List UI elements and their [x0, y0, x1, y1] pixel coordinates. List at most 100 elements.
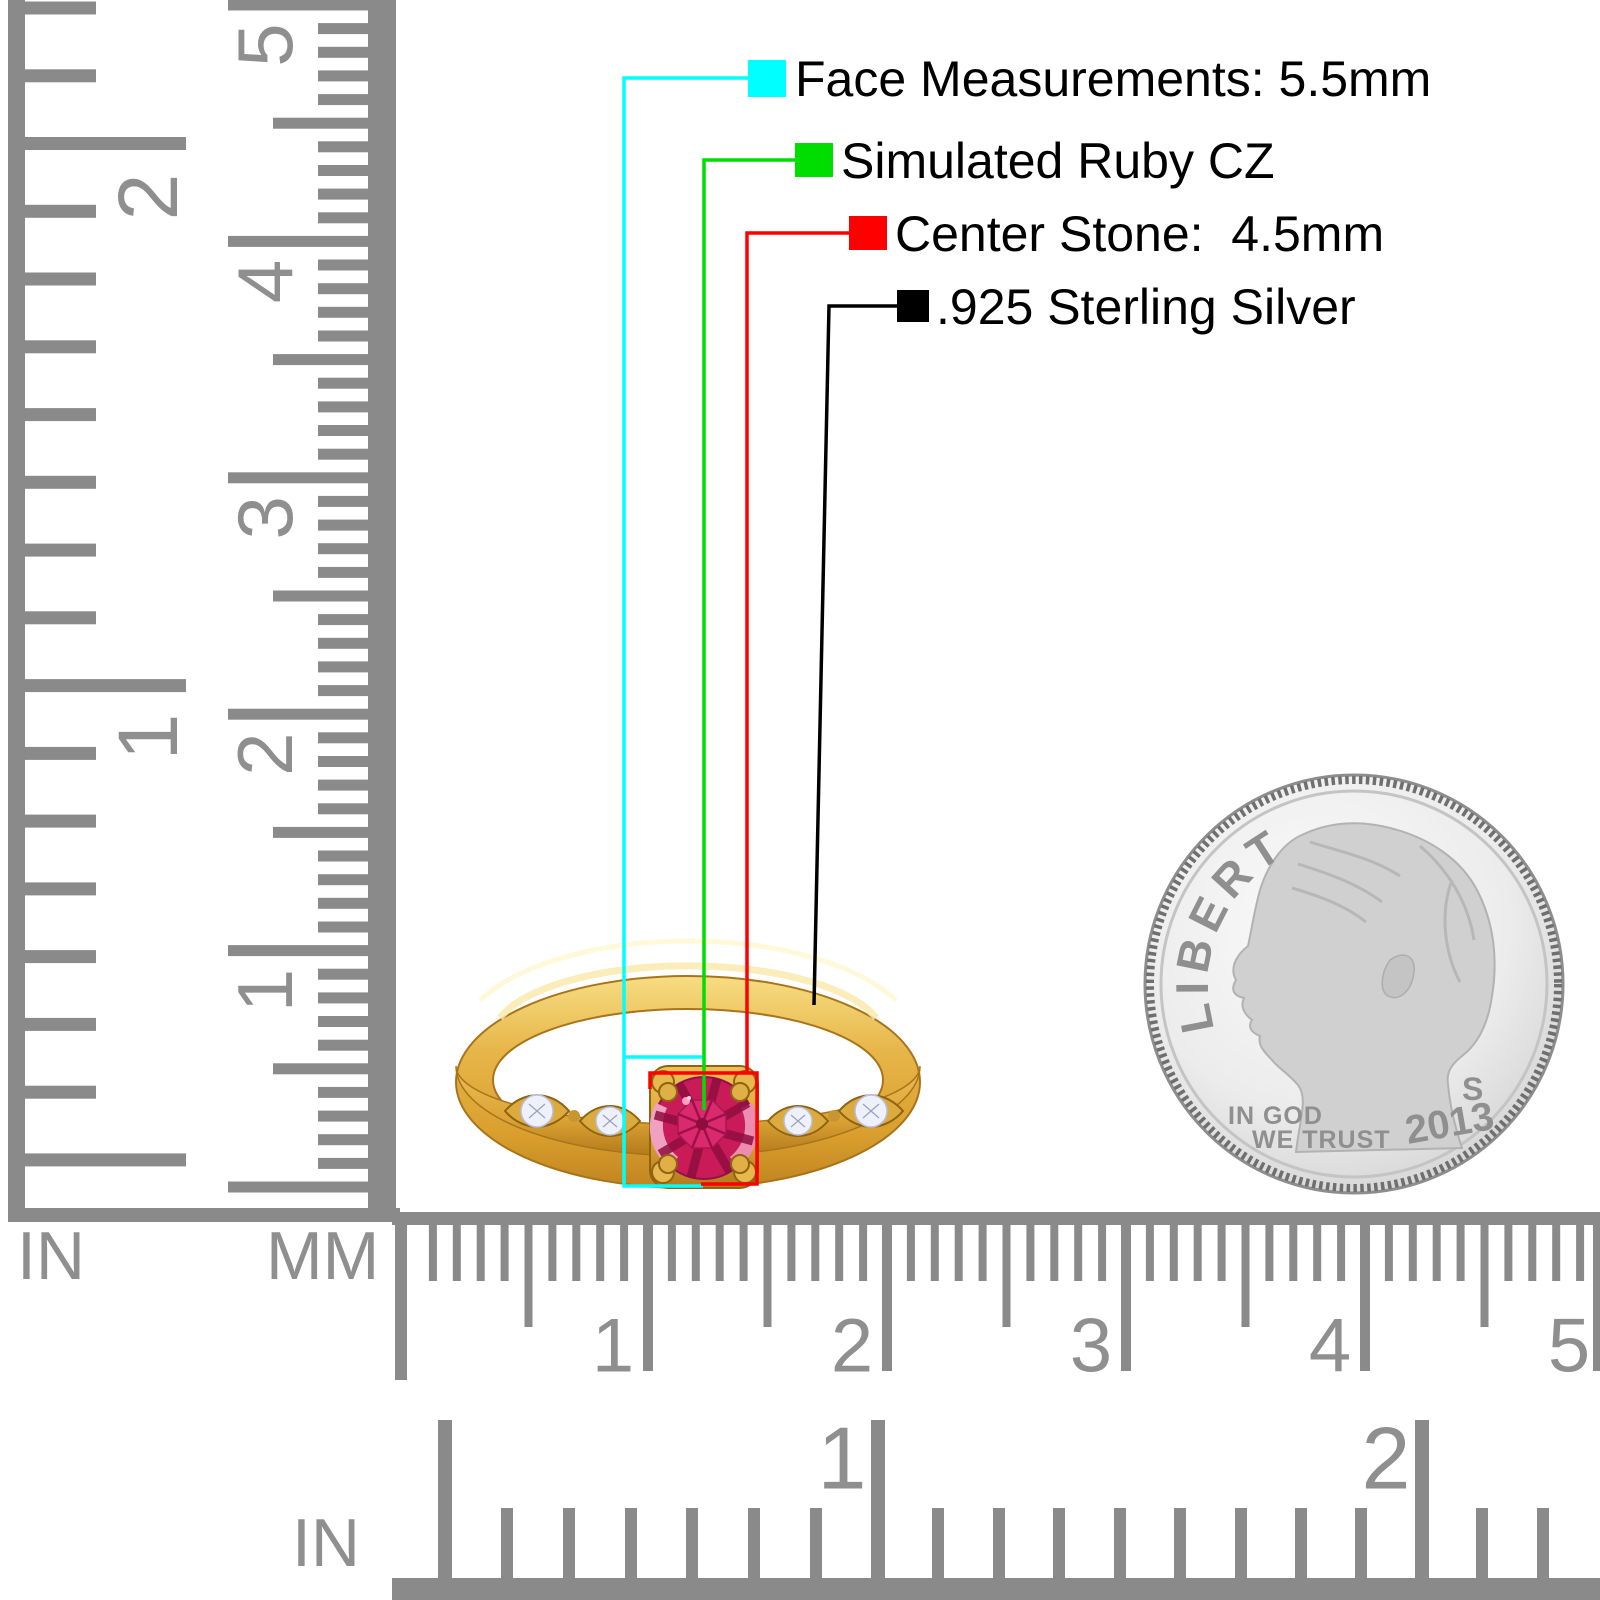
- left-mm-number: 2: [221, 733, 309, 776]
- center-stone-label: Center Stone: 4.5mm: [895, 206, 1384, 262]
- ruler-tick: [932, 1508, 944, 1578]
- ruler-tick: [318, 330, 368, 342]
- ruler-tick: [318, 1039, 368, 1051]
- stone-material-label: Simulated Ruby CZ: [841, 133, 1275, 189]
- ruler-tick: [318, 283, 368, 295]
- ruler-tick: [228, 235, 368, 247]
- portrait-ear: [1381, 954, 1415, 999]
- ruler-tick: [438, 1420, 452, 1578]
- ruler-tick: [1552, 1224, 1561, 1281]
- bottom-inch-number: 2: [1362, 1409, 1411, 1508]
- ruler-tick: [1576, 1224, 1585, 1281]
- ruler-tick: [643, 1224, 653, 1371]
- ruler-tick: [501, 1508, 513, 1578]
- face-measurement-line: [622, 76, 748, 1188]
- ruler-tick: [620, 1224, 629, 1281]
- ruler-tick: [318, 543, 368, 555]
- ring-band-sheen-outer: [478, 938, 898, 1002]
- ruler-tick: [625, 1508, 637, 1578]
- ruler-tick: [811, 1224, 820, 1281]
- ruler-tick: [1295, 1508, 1307, 1578]
- coin-mint-mark: S: [1462, 1071, 1483, 1107]
- bottom-mm-ruler-ticks: [428, 1224, 1600, 1371]
- ruler-tick: [318, 188, 368, 200]
- ruler-tick: [318, 23, 368, 35]
- bottom-inch-ruler-ticks: [438, 1420, 1549, 1578]
- ruler-tick: [1432, 1224, 1441, 1281]
- ruler-tick: [318, 661, 368, 673]
- annotations: [622, 76, 897, 1188]
- ruler-tick: [1145, 1224, 1154, 1281]
- ruler-tick: [318, 495, 368, 507]
- ruler-tick: [930, 1224, 939, 1281]
- ruler-tick: [24, 1085, 96, 1099]
- roosevelt-portrait: [1232, 822, 1496, 1154]
- ruler-tick: [1476, 1508, 1488, 1578]
- ruler-tick: [24, 340, 96, 354]
- ruler-tick: [572, 1224, 581, 1281]
- ruler-tick: [871, 1420, 885, 1578]
- ruler-tick: [318, 637, 368, 649]
- ruler-tick: [318, 968, 368, 980]
- bottom-mm-zero-tick: [395, 1212, 407, 1380]
- portrait-hair-lines: [1291, 840, 1476, 983]
- ruler-tick: [24, 1153, 186, 1167]
- ruler-tick: [1114, 1508, 1126, 1578]
- ruler-tick: [228, 472, 368, 484]
- center-stone-swatch: [849, 216, 887, 250]
- left-mm-number: 3: [221, 496, 309, 539]
- face-measurement-swatch: [748, 60, 786, 97]
- ruler-tick: [1241, 1224, 1250, 1327]
- ruler-tick: [318, 401, 368, 413]
- ruler-tick: [24, 137, 186, 150]
- ruler-tick: [24, 950, 96, 964]
- ruler-tick: [1050, 1224, 1059, 1281]
- ruler-tick: [1002, 1224, 1011, 1327]
- coin-motto-line2: WE TRUST: [1252, 1126, 1391, 1154]
- ruler-tick: [1528, 1224, 1537, 1281]
- left-mm-number: 1: [221, 969, 309, 1012]
- ruler-tick: [24, 679, 186, 693]
- ruler-tick: [318, 566, 368, 578]
- ruler-tick: [24, 543, 96, 557]
- ruler-tick: [318, 519, 368, 531]
- ruler-tick: [273, 354, 368, 366]
- ruler-tick: [739, 1224, 748, 1281]
- ruler-tick: [318, 803, 368, 815]
- prong-tips: [658, 1082, 750, 1174]
- left-mm-ruler-bar: [368, 0, 396, 1222]
- ruler-tick: [686, 1508, 698, 1578]
- ruler-tick: [24, 611, 96, 625]
- ruler-tick: [318, 897, 368, 909]
- ruler-tick: [318, 756, 368, 767]
- ruler-tick: [318, 141, 368, 153]
- ruler-tick: [318, 377, 368, 389]
- ruler-tick: [318, 874, 368, 886]
- metal-swatch: [897, 290, 929, 322]
- ruler-tick: [318, 1157, 368, 1169]
- left-mm-ruler-ticks: [228, 0, 368, 1193]
- ruler-tick: [1480, 1224, 1489, 1327]
- ruler-tick: [1504, 1224, 1513, 1281]
- ruler-tick: [318, 1134, 368, 1146]
- ruler-tick: [24, 814, 96, 828]
- ruler-tick: [1217, 1224, 1226, 1281]
- ruler-tick: [1355, 1508, 1367, 1578]
- ruler-tick: [882, 1224, 892, 1371]
- left-mm-number: 5: [221, 23, 309, 66]
- ring-band-sheen: [497, 962, 879, 1021]
- ruler-tick: [273, 1063, 368, 1075]
- ruler-tick: [228, 708, 368, 720]
- ruler-tick: [1337, 1224, 1346, 1281]
- ruler-tick: [318, 992, 368, 1004]
- ruler-tick: [1074, 1224, 1083, 1281]
- ruler-tick: [318, 165, 368, 176]
- left-inch-ruler-ticks: [24, 1, 186, 1167]
- ruler-tick: [1098, 1224, 1107, 1281]
- annotation-labels: Face Measurements: 5.5mm Simulated Ruby …: [795, 51, 1431, 335]
- ruler-tick: [318, 1110, 368, 1122]
- ruler-tick: [1289, 1224, 1298, 1281]
